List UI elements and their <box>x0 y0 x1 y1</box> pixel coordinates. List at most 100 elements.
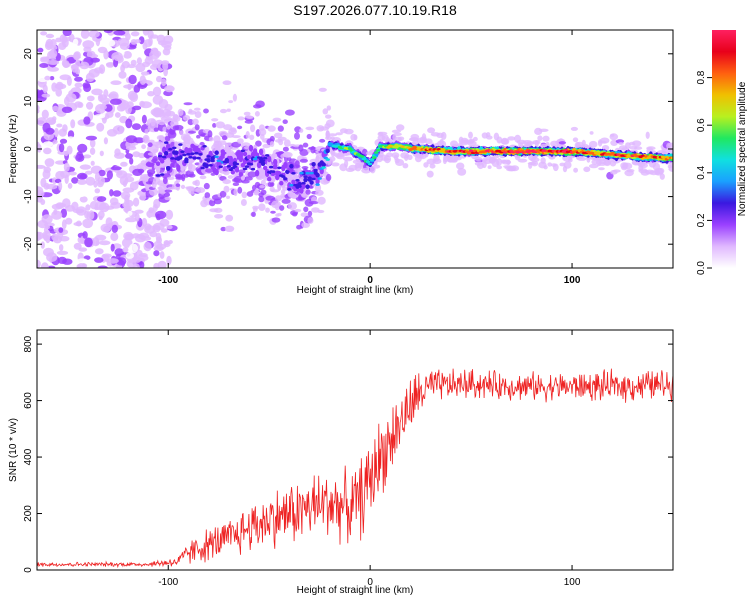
noise-blob <box>125 252 134 259</box>
signal-halo <box>308 201 319 205</box>
signal-halo <box>318 87 327 92</box>
noise-blob <box>119 102 125 112</box>
signal-halo <box>267 125 276 132</box>
signal-halo <box>243 111 251 116</box>
ridge-mark <box>155 161 161 166</box>
noise-blob <box>151 59 164 68</box>
signal-halo <box>395 159 405 166</box>
noise-blob <box>121 238 133 248</box>
ridge-mark <box>309 180 314 185</box>
ridge-mark <box>275 173 280 176</box>
colorbar-label: Normalized spectral amplitude <box>737 81 748 216</box>
ridge-mark <box>305 184 310 190</box>
noise-blob <box>76 258 88 264</box>
signal-halo <box>270 189 280 193</box>
signal-halo <box>530 157 540 162</box>
noise-blob <box>85 72 95 83</box>
noise-blob <box>85 176 96 186</box>
signal-halo <box>245 131 250 139</box>
ridge-mark <box>468 149 474 152</box>
signal-halo <box>274 132 283 139</box>
signal-halo <box>220 226 227 232</box>
noise-blob <box>94 188 101 194</box>
ridge-mark <box>190 152 195 155</box>
ridge-mark <box>297 185 302 188</box>
noise-blob <box>45 224 50 230</box>
ridge-mark <box>236 157 242 160</box>
signal-halo <box>423 162 429 168</box>
noise-blob <box>40 199 46 205</box>
noise-blob <box>49 76 55 81</box>
noise-blob <box>125 153 133 159</box>
signal-halo <box>204 192 211 199</box>
noise-blob <box>166 224 173 230</box>
ridge-mark <box>238 172 244 177</box>
signal-halo <box>163 177 168 185</box>
heatmap-x-tick-label: 100 <box>564 275 581 286</box>
signal-halo <box>645 131 650 139</box>
noise-blob <box>133 84 141 93</box>
signal-halo <box>214 214 224 219</box>
signal-halo <box>194 179 200 187</box>
noise-blob <box>43 232 48 241</box>
ridge-mark <box>204 158 209 161</box>
noise-blob <box>84 237 93 248</box>
noise-blob <box>86 101 94 110</box>
noise-blob <box>63 162 70 172</box>
ridge-mark <box>321 162 326 167</box>
signal-halo <box>303 206 309 213</box>
noise-blob <box>162 48 171 56</box>
ridge-mark <box>214 150 219 155</box>
signal-halo <box>440 131 447 140</box>
signal-halo <box>258 128 267 137</box>
noise-blob <box>136 57 142 65</box>
ridge-mark <box>291 179 296 185</box>
ridge-mark <box>287 188 292 191</box>
noise-blob <box>129 157 134 165</box>
signal-halo <box>225 214 234 222</box>
ridge-mark <box>347 147 353 150</box>
noise-blob <box>132 105 142 111</box>
noise-blob <box>134 212 140 222</box>
noise-blob <box>80 30 90 39</box>
noise-blob <box>43 147 52 155</box>
noise-blob <box>166 255 172 266</box>
noise-blob <box>96 122 105 132</box>
signal-halo <box>241 180 250 184</box>
signal-halo <box>328 156 336 162</box>
noise-blob <box>43 182 50 190</box>
noise-blob <box>73 222 83 226</box>
snr-y-axis: 0 200 400 600 800 <box>23 335 673 573</box>
colorbar-gradient <box>712 30 736 268</box>
noise-blob <box>73 52 80 61</box>
noise-blob <box>162 61 169 71</box>
ridge-mark <box>160 173 165 176</box>
ridge-mark <box>313 168 318 172</box>
noise-blob <box>158 99 169 109</box>
noise-blob <box>123 51 132 59</box>
noise-blob <box>73 242 82 250</box>
signal-halo <box>244 176 253 181</box>
snr-series-line <box>37 368 673 569</box>
signal-halo <box>270 181 275 187</box>
ridge-mark <box>277 166 282 170</box>
signal-halo <box>240 199 247 206</box>
noise-blob <box>106 62 115 68</box>
signal-halo <box>563 161 572 169</box>
ridge-mark <box>670 156 673 160</box>
noise-blob <box>62 60 70 68</box>
noise-blob <box>133 197 140 207</box>
noise-blob <box>37 164 46 169</box>
ridge-mark <box>279 180 284 186</box>
signal-halo <box>154 144 162 149</box>
noise-blob <box>82 40 95 49</box>
signal-halo <box>228 128 238 135</box>
ridge-mark <box>168 152 173 158</box>
noise-blob <box>103 89 109 98</box>
noise-blob <box>89 138 96 148</box>
ridge-mark <box>230 170 235 175</box>
signal-halo <box>626 169 635 173</box>
signal-halo <box>224 225 235 232</box>
ridge-mark <box>234 167 240 173</box>
signal-halo <box>281 198 291 204</box>
